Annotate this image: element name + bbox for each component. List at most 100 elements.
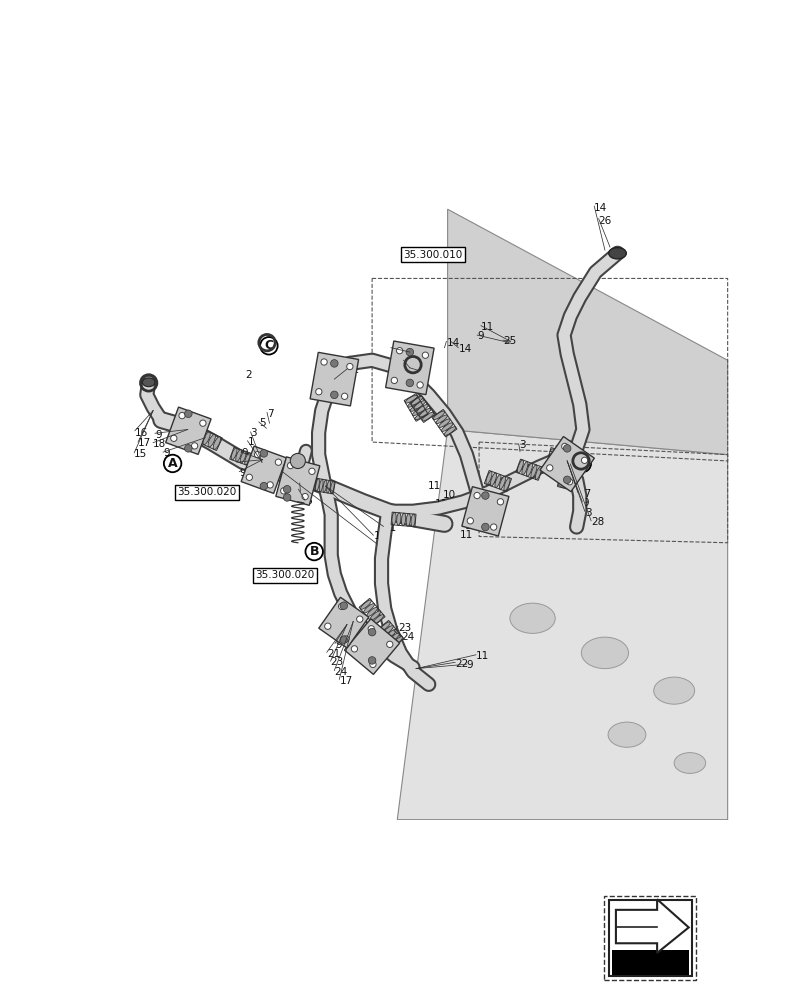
Text: 2: 2 <box>245 370 252 380</box>
Circle shape <box>283 494 290 501</box>
Polygon shape <box>397 429 727 820</box>
Ellipse shape <box>550 449 563 454</box>
Ellipse shape <box>382 626 393 635</box>
Text: 35.300.010: 35.300.010 <box>403 250 462 260</box>
Circle shape <box>406 379 413 387</box>
Ellipse shape <box>509 603 555 633</box>
Text: C: C <box>410 360 419 373</box>
Text: 3: 3 <box>584 508 590 518</box>
Ellipse shape <box>319 479 323 492</box>
Ellipse shape <box>410 397 423 405</box>
Ellipse shape <box>495 475 500 488</box>
Text: 13: 13 <box>418 367 431 377</box>
Circle shape <box>490 524 496 530</box>
Circle shape <box>481 492 488 499</box>
Ellipse shape <box>545 468 558 473</box>
Text: 7: 7 <box>267 409 273 419</box>
Text: 26: 26 <box>598 216 611 226</box>
Ellipse shape <box>323 480 326 492</box>
Text: 22: 22 <box>455 659 468 669</box>
Ellipse shape <box>559 479 572 484</box>
Ellipse shape <box>548 454 562 459</box>
Ellipse shape <box>673 753 705 773</box>
Circle shape <box>356 616 363 622</box>
Text: 6: 6 <box>304 496 311 506</box>
Circle shape <box>406 348 413 356</box>
Text: 23: 23 <box>330 657 343 667</box>
Circle shape <box>566 479 572 485</box>
Text: 17: 17 <box>138 438 151 448</box>
Text: 9: 9 <box>155 430 161 440</box>
Circle shape <box>422 352 428 358</box>
Text: 12: 12 <box>346 365 360 375</box>
Circle shape <box>563 476 570 484</box>
Text: 35.300.020: 35.300.020 <box>178 487 237 497</box>
Ellipse shape <box>213 437 221 449</box>
Ellipse shape <box>418 408 431 417</box>
Ellipse shape <box>198 430 205 442</box>
Text: 10: 10 <box>442 490 455 500</box>
Circle shape <box>474 492 479 499</box>
Ellipse shape <box>401 513 406 526</box>
Circle shape <box>315 389 322 395</box>
Text: 8: 8 <box>237 458 243 468</box>
Text: 17: 17 <box>339 676 352 686</box>
Ellipse shape <box>369 611 380 620</box>
Text: 14: 14 <box>594 203 607 213</box>
Ellipse shape <box>547 458 560 464</box>
Ellipse shape <box>360 600 371 609</box>
Ellipse shape <box>385 629 396 639</box>
Text: 5: 5 <box>259 418 265 428</box>
Text: 9: 9 <box>335 640 341 650</box>
Text: A: A <box>168 457 178 470</box>
Circle shape <box>368 657 375 664</box>
Polygon shape <box>447 209 727 455</box>
Text: 9: 9 <box>477 331 483 341</box>
Text: 24: 24 <box>334 667 347 677</box>
Circle shape <box>324 623 331 629</box>
Circle shape <box>417 382 423 388</box>
Ellipse shape <box>608 248 625 259</box>
Ellipse shape <box>392 512 396 525</box>
Ellipse shape <box>560 474 573 479</box>
Circle shape <box>283 485 290 493</box>
Text: 25: 25 <box>502 336 516 346</box>
Ellipse shape <box>268 462 274 475</box>
Circle shape <box>254 451 260 458</box>
Text: 15: 15 <box>134 449 148 459</box>
Ellipse shape <box>526 463 532 476</box>
Ellipse shape <box>444 427 455 435</box>
Circle shape <box>302 493 308 500</box>
Text: C: C <box>577 457 586 470</box>
Circle shape <box>368 628 375 636</box>
Ellipse shape <box>372 615 384 624</box>
Circle shape <box>386 641 393 647</box>
Text: 9: 9 <box>239 468 246 478</box>
Circle shape <box>191 443 198 449</box>
Ellipse shape <box>330 481 334 494</box>
Bar <box>611 950 688 975</box>
Ellipse shape <box>534 466 541 480</box>
Ellipse shape <box>422 412 433 421</box>
Ellipse shape <box>405 395 417 403</box>
Bar <box>539 437 594 492</box>
Text: 27: 27 <box>577 489 590 499</box>
Text: 11: 11 <box>427 481 440 491</box>
Ellipse shape <box>235 450 241 461</box>
Ellipse shape <box>192 427 200 440</box>
Ellipse shape <box>287 467 292 480</box>
Circle shape <box>260 450 268 457</box>
Circle shape <box>281 488 286 494</box>
Text: 16: 16 <box>135 428 148 438</box>
Ellipse shape <box>517 460 523 473</box>
Bar <box>319 597 368 648</box>
Circle shape <box>200 420 206 426</box>
Bar <box>310 352 358 406</box>
Ellipse shape <box>367 607 377 617</box>
Bar <box>608 900 691 976</box>
Ellipse shape <box>441 423 453 431</box>
Circle shape <box>290 453 305 469</box>
Ellipse shape <box>388 633 399 642</box>
Circle shape <box>338 603 345 610</box>
Ellipse shape <box>562 465 576 470</box>
